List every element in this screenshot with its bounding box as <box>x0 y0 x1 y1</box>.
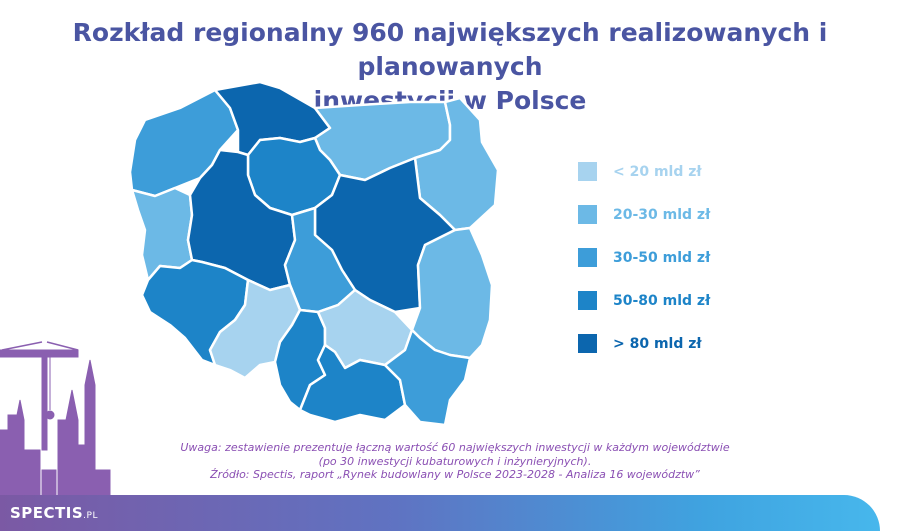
region-podkarpackie <box>383 328 472 425</box>
spectis-logo: SPECTIS.PL <box>10 504 98 522</box>
region-opolskie <box>208 278 302 380</box>
crane-mast <box>41 349 48 451</box>
legend-label: > 80 mld zł <box>613 335 702 352</box>
legend-swatch <box>578 334 597 353</box>
crane-jib <box>0 349 79 358</box>
note-line-2: (po 30 inwestycji kubaturowych i inżynie… <box>318 454 592 468</box>
footer-bar <box>0 495 880 531</box>
source-line: Źródło: Spectis, raport „Rynek budowlany… <box>210 468 700 481</box>
note-line-1: Uwaga: zestawienie prezentuje łączną war… <box>180 441 730 454</box>
title-line-1: Rozkład regionalny 960 największych real… <box>72 18 828 81</box>
legend-swatch <box>578 291 597 310</box>
legend-swatch <box>578 205 597 224</box>
legend-label: 20-30 mld zł <box>613 206 711 223</box>
crane-cable-2 <box>46 341 79 351</box>
legend-label: < 20 mld zł <box>613 163 702 180</box>
legend-swatch <box>578 162 597 181</box>
tall-tower <box>84 359 96 531</box>
logo-name: SPECTIS <box>10 504 84 522</box>
legend-item: 50-80 mld zł <box>578 279 710 322</box>
legend-item: > 80 mld zł <box>578 322 710 365</box>
map-note: Uwaga: zestawienie prezentuje łączną war… <box>140 441 770 482</box>
legend-item: 20-30 mld zł <box>578 193 710 236</box>
region-lubelskie <box>410 226 494 360</box>
legend-item: 30-50 mld zł <box>578 236 710 279</box>
legend-item: < 20 mld zł <box>578 150 710 193</box>
legend-label: 30-50 mld zł <box>613 249 711 266</box>
logo-suffix: .PL <box>83 511 98 521</box>
region-malopolskie <box>298 343 407 424</box>
legend-swatch <box>578 248 597 267</box>
poland-regions-map <box>128 80 500 425</box>
legend-label: 50-80 mld zł <box>613 292 711 309</box>
map-title: Rozkład regionalny 960 największych real… <box>0 16 900 118</box>
crane-hook <box>45 410 55 420</box>
map-legend: < 20 mld zł 20-30 mld zł 30-50 mld zł 50-80… <box>578 150 710 365</box>
crane-cable <box>1 341 43 351</box>
